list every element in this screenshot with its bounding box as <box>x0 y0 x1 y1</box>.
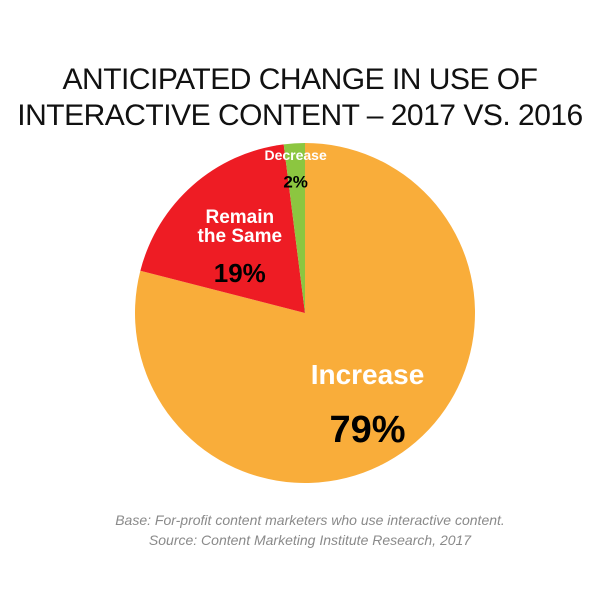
footnote-source: Source: Content Marketing Institute Rese… <box>149 532 472 548</box>
chart-title-line-1: ANTICIPATED CHANGE IN USE OF <box>63 63 538 96</box>
chart-title-line-2: INTERACTIVE CONTENT – 2017 VS. 2016 <box>17 99 583 132</box>
slice-value-increase: 79% <box>329 409 405 451</box>
pie-slice-increase <box>135 143 476 483</box>
slice-label-decrease: Decrease <box>264 147 326 163</box>
pie-slice-remain <box>140 144 305 313</box>
slice-label-increase: Increase <box>311 359 425 390</box>
slice-label-remain-line-1: Remain <box>205 207 274 228</box>
slice-value-decrease: 2% <box>283 172 308 191</box>
pie-slices <box>135 143 476 483</box>
footnote-base: Base: For-profit content marketers who u… <box>115 512 505 528</box>
slice-label-remain-line-2: the Same <box>198 226 282 247</box>
pie-slice-decrease <box>283 143 305 313</box>
slice-value-remain: 19% <box>214 258 266 288</box>
